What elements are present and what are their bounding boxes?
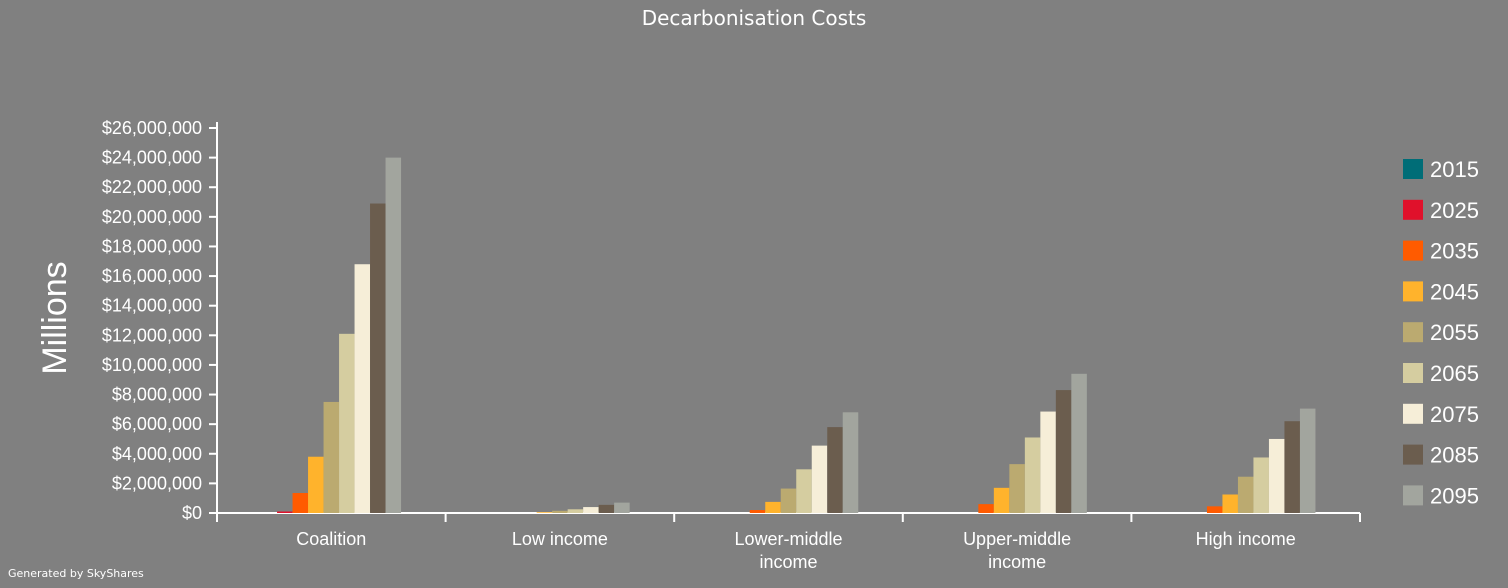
bar-2065[interactable] [1253, 457, 1269, 513]
x-tick-label: Lower-middle income [734, 529, 842, 572]
y-tick-label: $12,000,000 [102, 325, 202, 345]
legend-swatch [1403, 485, 1423, 506]
legend-swatch [1403, 403, 1423, 424]
y-tick-label: $4,000,000 [112, 444, 202, 464]
bar-2035[interactable] [292, 493, 309, 513]
bar-2085[interactable] [827, 427, 843, 513]
y-axis: $0 $2,000,000 $4,000,000 $6,000,000 $8,000,0… [102, 118, 218, 523]
legend-swatch [1403, 444, 1423, 465]
y-axis-label: Millions [36, 261, 74, 374]
bar-2085[interactable] [1055, 390, 1072, 513]
legend-swatch [1403, 322, 1423, 343]
bar-2045[interactable] [993, 487, 1010, 513]
y-tick-label: $22,000,000 [102, 177, 202, 197]
y-tick-label: $10,000,000 [102, 355, 202, 375]
y-tick-label: $0 [182, 503, 202, 523]
bar-2085[interactable] [370, 203, 386, 513]
legend-swatch [1403, 363, 1423, 383]
legend-item-2035[interactable]: 2035 [1403, 239, 1479, 264]
legend-label: 2035 [1430, 239, 1479, 264]
legend-item-2085[interactable]: 2085 [1403, 443, 1479, 468]
bar-2045[interactable] [765, 501, 781, 513]
legend-label: 2085 [1430, 443, 1479, 468]
bar-2035[interactable] [749, 510, 766, 513]
bar-2085[interactable] [598, 504, 615, 513]
bar-2065[interactable] [339, 333, 355, 513]
y-tick-label: $26,000,000 [102, 118, 202, 138]
legend-item-2015[interactable]: 2015 [1403, 157, 1479, 182]
legend-label: 2025 [1430, 198, 1479, 223]
bar-2065[interactable] [1024, 437, 1041, 513]
bar-2055[interactable] [1237, 476, 1254, 513]
legend: 2015 2025 2035 2045 2055 2065 2075 2085 2095 [1403, 157, 1479, 508]
bars [277, 157, 1316, 513]
bar-2075[interactable] [354, 264, 371, 513]
bar-2075[interactable] [583, 507, 599, 513]
bar-2035[interactable] [1206, 506, 1223, 513]
bar-2075[interactable] [1040, 411, 1056, 513]
legend-swatch [1403, 199, 1423, 220]
bar-2095[interactable] [1071, 373, 1087, 513]
y-tick-label: $16,000,000 [102, 266, 202, 286]
bar-2055[interactable] [1009, 464, 1025, 513]
legend-label: 2065 [1430, 361, 1479, 386]
x-tick-label: Upper-middle income [963, 529, 1071, 572]
legend-swatch [1403, 281, 1423, 302]
chart-title: Decarbonisation Costs [642, 6, 867, 30]
legend-item-2075[interactable]: 2075 [1403, 402, 1479, 427]
bar-2025[interactable] [277, 511, 293, 513]
y-tick-label: $8,000,000 [112, 385, 202, 405]
legend-label: 2075 [1430, 402, 1479, 427]
bar-2045[interactable] [536, 512, 553, 513]
legend-label: 2055 [1430, 320, 1479, 345]
footer-credit: Generated by SkyShares [8, 567, 144, 580]
y-tick-label: $18,000,000 [102, 236, 202, 256]
bar-2055[interactable] [323, 401, 340, 513]
bar-2095[interactable] [385, 157, 402, 513]
x-tick-label: High income [1196, 529, 1296, 549]
bar-2045[interactable] [1222, 494, 1238, 513]
legend-label: 2045 [1430, 279, 1479, 304]
legend-label: 2095 [1430, 483, 1479, 508]
bar-2055[interactable] [552, 510, 568, 513]
legend-item-2065[interactable]: 2065 [1403, 361, 1479, 386]
bar-2035[interactable] [978, 504, 994, 513]
legend-swatch [1403, 240, 1423, 261]
x-tick-label: Low income [512, 529, 608, 549]
y-tick-label: $20,000,000 [102, 207, 202, 227]
x-axis: Coalition Low income Lower-middle income Upp… [216, 512, 1361, 572]
y-tick-label: $2,000,000 [112, 473, 202, 493]
bar-2065[interactable] [567, 509, 584, 513]
y-tick-label: $24,000,000 [102, 148, 202, 168]
bar-2085[interactable] [1284, 421, 1300, 513]
legend-item-2025[interactable]: 2025 [1403, 198, 1479, 223]
y-tick-label: $6,000,000 [112, 414, 202, 434]
bar-2055[interactable] [780, 488, 797, 513]
bar-2075[interactable] [1268, 438, 1285, 513]
legend-item-2045[interactable]: 2045 [1403, 279, 1479, 304]
bar-2095[interactable] [614, 502, 630, 513]
bar-2095[interactable] [842, 412, 859, 513]
bar-2075[interactable] [811, 445, 828, 513]
legend-swatch [1403, 159, 1423, 179]
bar-2065[interactable] [796, 469, 812, 513]
x-tick-label: Coalition [296, 529, 366, 549]
legend-item-2055[interactable]: 2055 [1403, 320, 1479, 345]
bar-2045[interactable] [308, 456, 324, 513]
y-tick-label: $14,000,000 [102, 296, 202, 316]
bar-2095[interactable] [1299, 408, 1316, 513]
legend-item-2095[interactable]: 2095 [1403, 483, 1479, 508]
legend-label: 2015 [1430, 157, 1479, 182]
